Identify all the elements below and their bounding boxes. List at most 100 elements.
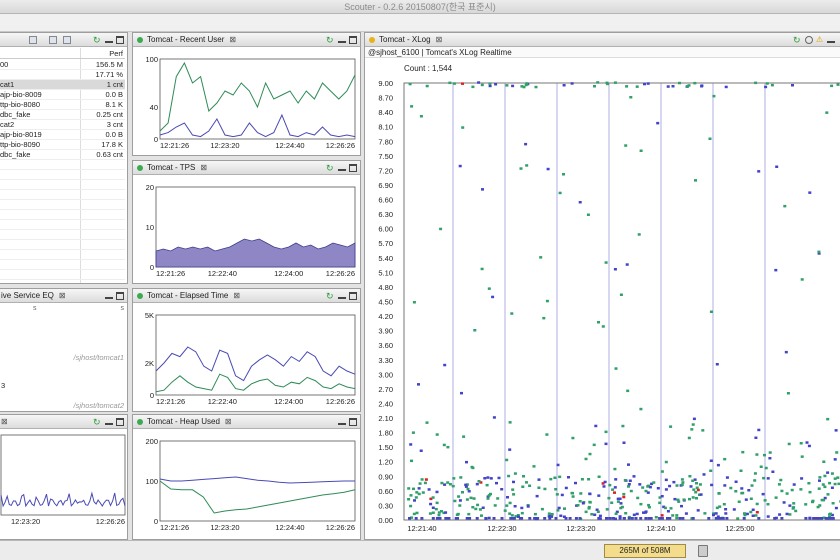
close-icon[interactable]: ⊠ xyxy=(200,163,208,172)
minimize-icon[interactable] xyxy=(105,294,113,299)
xlog-point xyxy=(477,480,481,483)
xlog-point xyxy=(584,510,588,514)
maximize-icon[interactable] xyxy=(349,164,357,172)
xlog-point xyxy=(437,513,441,517)
xlog-point xyxy=(836,476,840,479)
gc-trash-icon[interactable] xyxy=(698,545,708,557)
row-value: 3 cnt xyxy=(106,120,123,129)
xlog-point xyxy=(545,433,549,436)
xlog-point xyxy=(511,488,515,491)
xlog-point xyxy=(435,517,439,520)
heap-status[interactable]: 265M of 508M xyxy=(604,544,686,558)
xlog-point xyxy=(644,517,648,520)
table-row[interactable]: 17.71 % xyxy=(0,70,125,80)
refresh-icon[interactable]: ↻ xyxy=(326,35,334,45)
xlog-point xyxy=(650,482,654,486)
xlog-point xyxy=(641,486,645,489)
xlog-point xyxy=(660,517,664,520)
filter-icon[interactable] xyxy=(805,36,813,44)
y-tick-label: 6.30 xyxy=(378,210,393,219)
xlog-point xyxy=(812,517,816,520)
maximize-icon[interactable] xyxy=(116,36,124,44)
y-tick-label: 3.60 xyxy=(378,341,393,350)
close-icon[interactable]: ⊠ xyxy=(229,35,237,44)
table-row[interactable]: 00 156.5 M xyxy=(0,60,125,70)
xlog-point xyxy=(497,476,501,480)
minimize-icon[interactable] xyxy=(338,420,346,425)
refresh-icon[interactable]: ↻ xyxy=(93,417,101,427)
save-icon[interactable] xyxy=(63,36,71,44)
warning-icon[interactable]: ⚠ xyxy=(816,35,824,44)
xlog-point xyxy=(744,498,748,501)
xlog-point xyxy=(691,479,695,482)
table-row[interactable]: cat1 1 cnt xyxy=(0,80,125,90)
close-icon[interactable]: ⊠ xyxy=(224,417,232,426)
column-divider xyxy=(80,48,81,283)
filter-icon[interactable] xyxy=(49,36,57,44)
xlog-point xyxy=(615,510,619,514)
xlog-point xyxy=(666,510,670,513)
maximize-icon[interactable] xyxy=(349,292,357,300)
xlog-point xyxy=(707,517,711,520)
table-row[interactable]: dbc_fake 0.25 cnt xyxy=(0,110,125,120)
xlog-point xyxy=(644,489,648,493)
x-tick-label: 12:26:26 xyxy=(326,397,355,406)
x-tick-label: 12:21:26 xyxy=(156,269,185,278)
maximize-icon[interactable] xyxy=(116,292,124,300)
xlog-point xyxy=(440,510,443,513)
xlog-point xyxy=(778,513,782,516)
y-tick-label: 3.30 xyxy=(378,356,393,365)
xlog-point xyxy=(715,363,719,366)
minimize-icon[interactable] xyxy=(105,420,113,425)
minimize-icon[interactable] xyxy=(827,38,835,43)
plot-area xyxy=(159,440,356,522)
xlog-point xyxy=(446,481,450,484)
refresh-icon[interactable]: ↻ xyxy=(93,35,101,45)
xlog-point xyxy=(830,472,834,475)
table-row[interactable]: cat2 3 cnt xyxy=(0,120,125,130)
y-tick-label: 9.00 xyxy=(378,79,393,88)
xlog-point xyxy=(417,492,421,496)
xlog-point xyxy=(586,213,590,216)
close-icon[interactable]: ⊠ xyxy=(233,291,241,300)
xlog-point xyxy=(666,517,669,520)
minimize-icon[interactable] xyxy=(338,294,346,299)
row-value: 0.0 B xyxy=(105,130,123,139)
maximize-icon[interactable] xyxy=(349,418,357,426)
close-icon[interactable]: ⊠ xyxy=(58,291,66,300)
table-row[interactable]: ajp-bio-8009 0.0 B xyxy=(0,90,125,100)
table-row[interactable]: ttp-bio-8090 17.8 K xyxy=(0,140,125,150)
table-row[interactable]: ttp-bio-8080 8.1 K xyxy=(0,100,125,110)
object-list-panel: ↻ Perf 00 156.5 M 17.71 % cat1 1 cnt ajp-bio-… xyxy=(0,32,128,284)
xlog-point xyxy=(644,510,648,513)
minimize-icon[interactable] xyxy=(105,38,113,43)
table-row[interactable]: dbc_fake 0.63 cnt xyxy=(0,150,125,160)
series-line-green xyxy=(155,373,356,393)
close-icon[interactable]: ⊠ xyxy=(1,417,8,426)
minimize-icon[interactable] xyxy=(338,166,346,171)
xlog-point xyxy=(508,501,512,505)
refresh-icon[interactable]: ↻ xyxy=(326,163,334,173)
xlog-header: Tomcat - XLog ⊠ ↻ ⚠ xyxy=(365,33,840,47)
xlog-point xyxy=(613,491,616,494)
maximize-icon[interactable] xyxy=(116,418,124,426)
minimize-icon[interactable] xyxy=(338,38,346,43)
close-icon[interactable]: ⊠ xyxy=(435,35,443,44)
xlog-point xyxy=(533,512,537,516)
refresh-icon[interactable]: ↻ xyxy=(326,291,334,301)
xlog-point xyxy=(546,167,550,171)
maximize-icon[interactable] xyxy=(349,36,357,44)
xlog-point xyxy=(688,475,692,478)
xlog-point xyxy=(635,512,639,516)
xlog-point xyxy=(804,503,808,506)
x-tick-label: 12:21:26 xyxy=(160,141,189,150)
xlog-point xyxy=(545,299,549,303)
y-tick-label: 1.20 xyxy=(378,458,393,467)
xlog-point xyxy=(442,443,446,447)
xlog-point xyxy=(692,488,696,491)
refresh-icon[interactable]: ↻ xyxy=(793,35,801,45)
xlog-point xyxy=(447,517,451,520)
table-row[interactable]: ajp-bio-8019 0.0 B xyxy=(0,130,125,140)
window-title: Scouter - 0.2.6 20150807(한국 표준시) xyxy=(0,0,840,14)
collapse-icon[interactable] xyxy=(29,36,37,44)
